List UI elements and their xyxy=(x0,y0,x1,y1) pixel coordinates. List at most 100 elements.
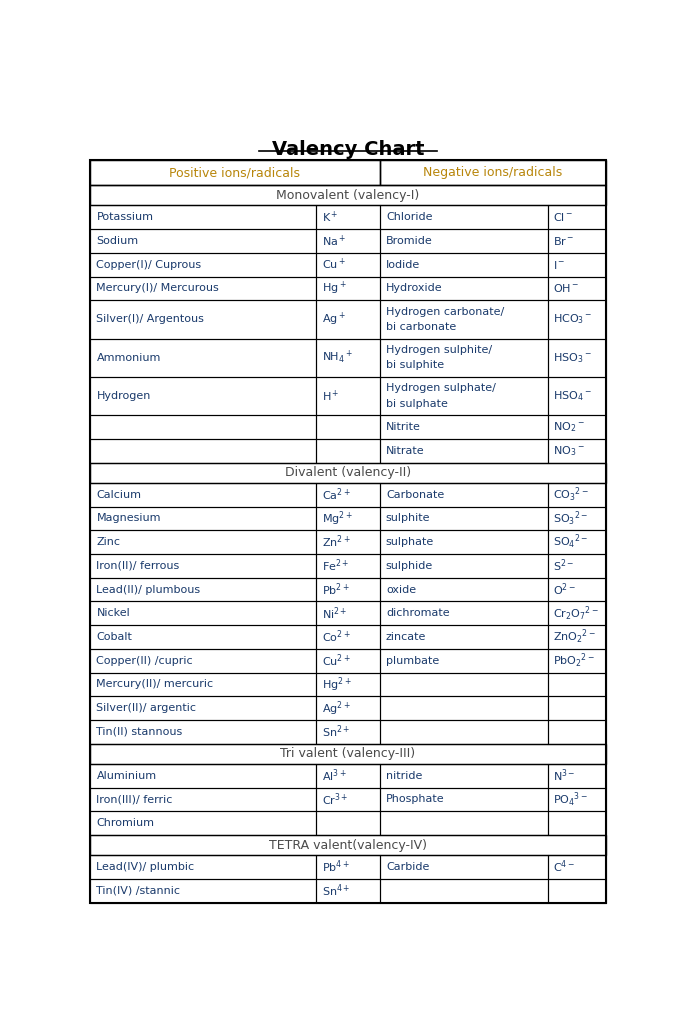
Bar xyxy=(316,673,380,697)
Text: Zn$^{2+}$: Zn$^{2+}$ xyxy=(322,534,350,550)
Bar xyxy=(90,855,316,879)
Bar xyxy=(316,788,380,811)
Text: Sn$^{4+}$: Sn$^{4+}$ xyxy=(322,883,350,899)
Bar xyxy=(90,229,316,253)
Text: Hydrogen sulphate/: Hydrogen sulphate/ xyxy=(386,384,496,394)
Text: sulphate: sulphate xyxy=(386,537,434,547)
Bar xyxy=(380,415,548,439)
Text: Pb$^{4+}$: Pb$^{4+}$ xyxy=(322,858,350,876)
Bar xyxy=(380,697,548,720)
Bar xyxy=(90,625,316,649)
Bar xyxy=(548,855,606,879)
Text: Br$^-$: Br$^-$ xyxy=(553,235,574,247)
Text: Silver(I)/ Argentous: Silver(I)/ Argentous xyxy=(96,314,204,324)
Bar xyxy=(316,339,380,376)
Bar xyxy=(316,811,380,835)
Bar xyxy=(548,720,606,744)
Bar xyxy=(548,415,606,439)
Bar xyxy=(90,649,316,673)
Text: C$^{4-}$: C$^{4-}$ xyxy=(553,858,575,876)
Bar xyxy=(90,811,316,835)
Text: Iron(III)/ ferric: Iron(III)/ ferric xyxy=(96,795,173,804)
Text: Ag$^+$: Ag$^+$ xyxy=(322,311,346,328)
Text: Al$^{3+}$: Al$^{3+}$ xyxy=(322,767,346,784)
Text: H$^+$: H$^+$ xyxy=(322,389,340,404)
Bar xyxy=(316,206,380,229)
Text: sulphide: sulphide xyxy=(386,561,433,571)
Text: Hydrogen: Hydrogen xyxy=(96,391,151,401)
Bar xyxy=(316,376,380,415)
Bar xyxy=(380,506,548,530)
Bar xyxy=(380,276,548,301)
Bar xyxy=(548,578,606,602)
Text: CO$_3$$^{2-}$: CO$_3$$^{2-}$ xyxy=(553,486,589,504)
Bar xyxy=(380,602,548,625)
Bar xyxy=(380,855,548,879)
Bar xyxy=(90,339,316,376)
Bar xyxy=(316,879,380,902)
Bar xyxy=(548,602,606,625)
Bar xyxy=(380,649,548,673)
Bar xyxy=(380,764,548,788)
Bar xyxy=(380,160,606,185)
Text: Sodium: Sodium xyxy=(96,236,139,246)
Text: Nitrite: Nitrite xyxy=(386,422,421,432)
Text: Carbonate: Carbonate xyxy=(386,490,444,499)
Text: Ammonium: Ammonium xyxy=(96,353,161,363)
Bar xyxy=(316,697,380,720)
Text: Iron(II)/ ferrous: Iron(II)/ ferrous xyxy=(96,561,180,571)
Bar xyxy=(548,376,606,415)
Text: Copper(II) /cupric: Copper(II) /cupric xyxy=(96,656,193,666)
Bar xyxy=(548,253,606,276)
Bar xyxy=(380,673,548,697)
Bar xyxy=(316,720,380,744)
Text: Cobalt: Cobalt xyxy=(96,632,132,642)
Bar xyxy=(548,506,606,530)
Bar xyxy=(548,673,606,697)
Bar xyxy=(90,185,606,206)
Bar xyxy=(90,720,316,744)
Bar xyxy=(548,339,606,376)
Text: Copper(I)/ Cuprous: Copper(I)/ Cuprous xyxy=(96,260,202,270)
Bar xyxy=(316,253,380,276)
Text: Hg$^+$: Hg$^+$ xyxy=(322,280,346,297)
Text: Nickel: Nickel xyxy=(96,609,130,618)
Text: S$^{2-}$: S$^{2-}$ xyxy=(553,558,574,574)
Bar xyxy=(548,301,606,339)
Text: Fe$^{2+}$: Fe$^{2+}$ xyxy=(322,558,349,574)
Text: Cr$^{3+}$: Cr$^{3+}$ xyxy=(322,791,348,808)
Bar xyxy=(316,554,380,578)
Text: Lead(IV)/ plumbic: Lead(IV)/ plumbic xyxy=(96,862,195,872)
Bar xyxy=(90,301,316,339)
Bar xyxy=(90,530,316,554)
Text: Monovalent (valency-I): Monovalent (valency-I) xyxy=(276,189,420,202)
Text: Negative ions/radicals: Negative ions/radicals xyxy=(423,166,562,179)
Text: Mercury(I)/ Mercurous: Mercury(I)/ Mercurous xyxy=(96,283,219,294)
Text: Lead(II)/ plumbous: Lead(II)/ plumbous xyxy=(96,584,200,594)
Text: Calcium: Calcium xyxy=(96,490,141,499)
Text: SO$_3$$^{2-}$: SO$_3$$^{2-}$ xyxy=(553,509,589,528)
Text: Co$^{2+}$: Co$^{2+}$ xyxy=(322,629,350,646)
Text: bi sulphite: bi sulphite xyxy=(386,360,444,370)
Bar xyxy=(548,206,606,229)
Bar xyxy=(548,229,606,253)
Bar xyxy=(380,229,548,253)
Bar xyxy=(316,764,380,788)
Bar xyxy=(90,879,316,902)
Text: Bromide: Bromide xyxy=(386,236,433,246)
Bar xyxy=(316,301,380,339)
Text: sulphite: sulphite xyxy=(386,514,430,524)
Text: PO$_4$$^{3-}$: PO$_4$$^{3-}$ xyxy=(553,791,588,808)
Bar xyxy=(316,602,380,625)
Text: N$^{3-}$: N$^{3-}$ xyxy=(553,767,576,784)
Text: Iodide: Iodide xyxy=(386,260,420,270)
Text: nitride: nitride xyxy=(386,770,422,781)
Bar xyxy=(316,530,380,554)
Bar xyxy=(380,206,548,229)
Text: K$^+$: K$^+$ xyxy=(322,210,338,225)
Text: Divalent (valency-II): Divalent (valency-II) xyxy=(285,466,411,480)
Text: Tin(IV) /stannic: Tin(IV) /stannic xyxy=(96,886,181,896)
Text: NO$_2$$^-$: NO$_2$$^-$ xyxy=(553,420,585,434)
Bar xyxy=(90,673,316,697)
Bar xyxy=(90,788,316,811)
